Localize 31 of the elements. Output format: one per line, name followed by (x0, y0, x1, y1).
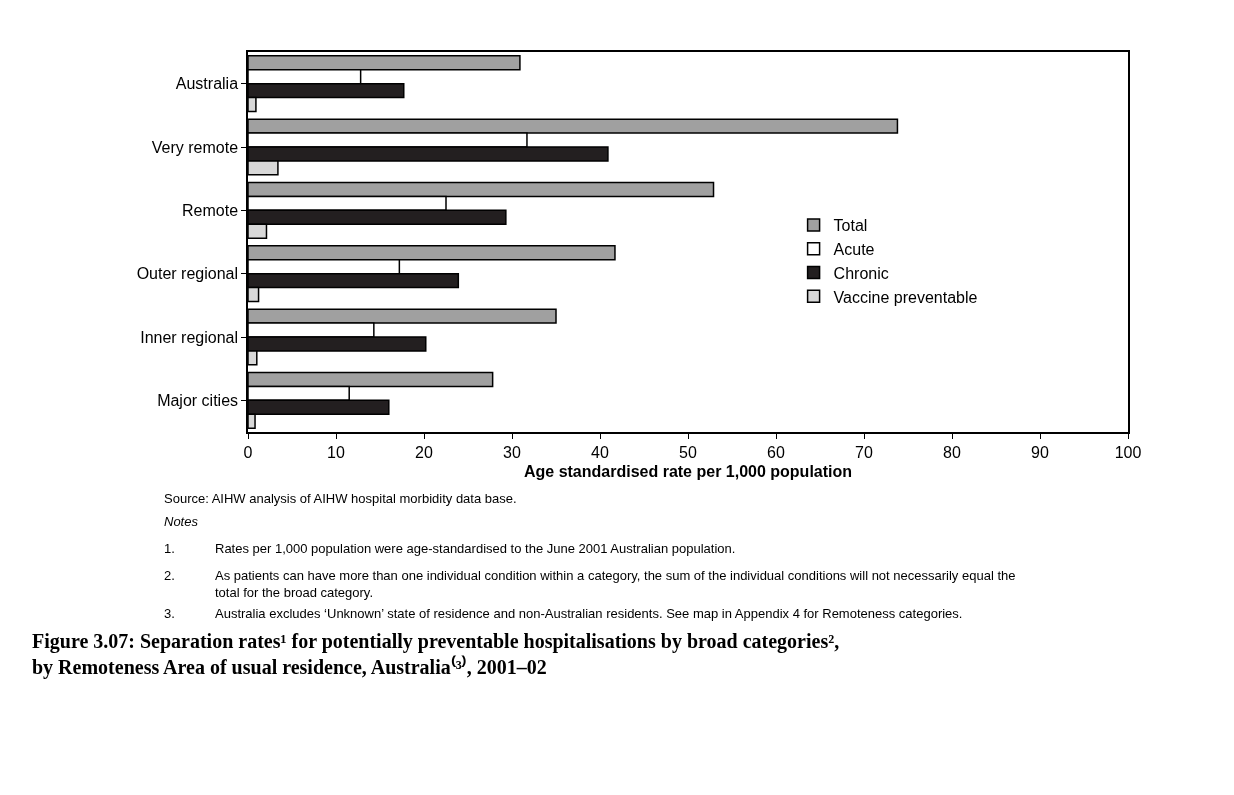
x-tick-label: 50 (679, 443, 697, 461)
y-tick-label: Inner regional (140, 328, 239, 346)
text: 2. (164, 568, 175, 583)
y-tick-label: Very remote (151, 138, 239, 156)
y-tick-label: Australia (175, 75, 239, 93)
x-tick-label: 80 (943, 443, 961, 461)
x-tick-label: 0 (243, 443, 253, 461)
x-tick-label: 60 (767, 443, 785, 461)
x-tick-label: 90 (1031, 443, 1049, 461)
x-tick-label: 20 (415, 443, 433, 461)
legend-label: Chronic (833, 264, 889, 282)
x-tick-label: 30 (503, 443, 521, 461)
text: 3. (164, 606, 175, 621)
legend-label: Total (833, 217, 868, 235)
text: Rates per 1,000 population were age-standardised to the June 2001 Australian population. (215, 541, 736, 556)
text: 1. (164, 541, 175, 556)
legend-label: Vaccine preventable (833, 288, 978, 306)
x-tick-label: 10 (327, 443, 345, 461)
source-note: Source: AIHW analysis of AIHW hospital morbidity data base. (164, 491, 517, 506)
y-tick-label: Outer regional (136, 265, 239, 283)
legend-label: Acute (833, 240, 875, 258)
text: Notes (164, 514, 199, 529)
x-tick-label: 70 (855, 443, 873, 461)
text: As patients can have more than one individual condition within a category, the sum of the individual conditions will not necessarily equal the total for the broad category. (215, 568, 1016, 600)
x-tick-label: 40 (591, 443, 609, 461)
x-tick-label: 100 (1114, 443, 1142, 461)
x-axis-title: Age standardised rate per 1,000 population (523, 463, 853, 481)
y-tick-label: Major cities (157, 391, 239, 409)
text: Figure 3.07: Separation rates¹ for potentially preventable hospitalisations by broad categories², by Remoteness Area of usual residence, Australia⁽³⁾, 2001–02 (32, 630, 840, 679)
text: Australia excludes ‘Unknown’ state of residence and non-Australian residents. See map in Appendix 4 for Remoteness categories. (215, 606, 963, 621)
y-tick-label: Remote (182, 201, 239, 219)
